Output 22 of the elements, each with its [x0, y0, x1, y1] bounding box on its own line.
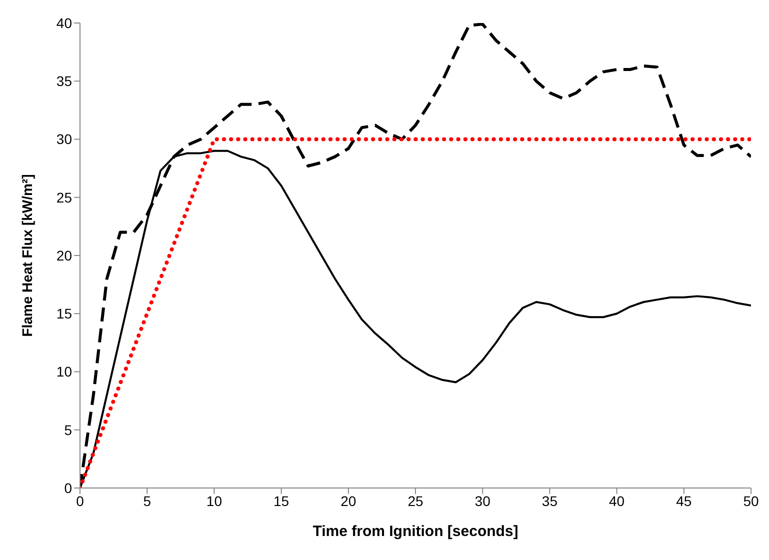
x-tick-label: 10 [206, 492, 222, 509]
y-tick-label: 5 [64, 422, 72, 438]
y-tick-label: 25 [56, 189, 72, 206]
x-tick-label: 5 [143, 492, 152, 509]
y-tick-label: 10 [56, 364, 72, 380]
x-tick-label: 0 [76, 492, 84, 509]
y-tick-label: 20 [56, 247, 72, 264]
x-axis-title: Time from Ignition [seconds] [312, 523, 518, 540]
x-tick-label: 40 [609, 492, 625, 509]
y-tick-label: 35 [56, 73, 72, 90]
x-tick-label: 30 [474, 492, 491, 509]
y-tick-label: 40 [56, 14, 72, 31]
x-tick-label: 35 [542, 492, 558, 509]
x-tick-label: 20 [340, 492, 356, 509]
y-tick-label: 0 [64, 480, 72, 496]
x-tick-label: 50 [743, 492, 759, 509]
x-tick-label: 25 [408, 492, 424, 509]
x-tick-label: 15 [274, 492, 290, 509]
y-axis-title: Flame Heat Flux [kW/m²] [19, 174, 35, 337]
x-tick-label: 45 [676, 492, 692, 509]
y-tick-label: 30 [56, 131, 72, 148]
y-tick-label: 15 [56, 306, 72, 322]
